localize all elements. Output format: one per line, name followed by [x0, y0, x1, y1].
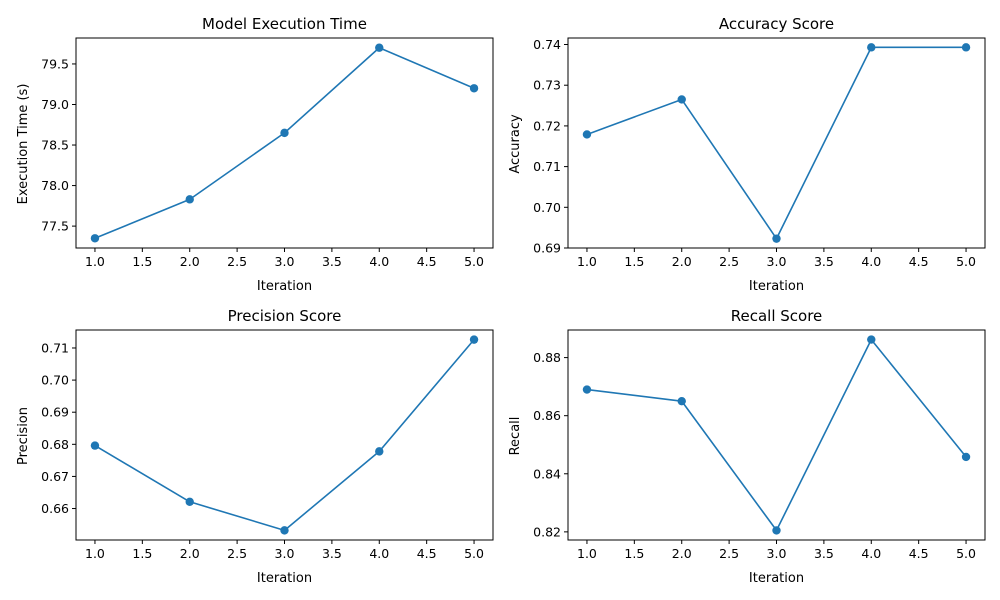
x-tick-label: 2.5: [719, 546, 739, 561]
x-tick-label: 1.5: [132, 254, 152, 269]
x-tick-label: 3.0: [767, 546, 787, 561]
y-tick-label: 0.88: [533, 350, 561, 365]
x-tick-label: 3.5: [322, 546, 342, 561]
x-tick-label: 4.5: [417, 546, 437, 561]
y-tick-label: 0.84: [533, 466, 561, 481]
x-tick-label: 5.0: [956, 254, 976, 269]
y-tick-label: 0.69: [41, 405, 69, 420]
x-tick-label: 4.0: [861, 546, 881, 561]
subplot-accuracy: Accuracy Score Iteration Accuracy 1.0 1.5…: [508, 15, 986, 294]
x-tick-label: 4.5: [909, 254, 929, 269]
data-point: [185, 195, 194, 204]
x-tick-label: 1.0: [577, 546, 597, 561]
data-point: [469, 84, 479, 93]
x-axis-label: Iteration: [257, 279, 312, 294]
x-tick-label: 1.0: [577, 254, 597, 269]
x-tick-label: 3.5: [814, 546, 834, 561]
x-tick-label: 2.5: [719, 254, 739, 269]
subplot-precision: Precision Score Iteration Precision 1.0 1…: [16, 307, 494, 586]
x-tick-label: 2.0: [672, 254, 692, 269]
y-axis-label: Accuracy: [508, 114, 523, 174]
x-tick-label: 2.0: [180, 254, 200, 269]
x-axis-label: Iteration: [749, 279, 804, 294]
data-point: [772, 234, 781, 243]
y-tick-label: 0.82: [533, 524, 561, 539]
y-tick-label: 78.5: [41, 138, 69, 153]
x-tick-label: 5.0: [464, 546, 484, 561]
data-point: [677, 396, 686, 406]
data-point: [961, 43, 971, 52]
data-point: [280, 526, 289, 535]
x-tick-label: 3.5: [814, 254, 834, 269]
chart-title: Recall Score: [731, 307, 823, 325]
subplot-execution-time: Model Execution Time Iteration Execution…: [16, 15, 494, 294]
x-tick-label: 4.0: [861, 254, 881, 269]
chart-title: Accuracy Score: [719, 15, 834, 33]
x-tick-label: 2.0: [672, 546, 692, 561]
y-tick-label: 0.70: [41, 373, 69, 388]
data-point: [582, 385, 592, 394]
x-axis-label: Iteration: [257, 571, 312, 586]
data-point: [375, 43, 384, 52]
y-tick-label: 79.5: [41, 56, 69, 71]
data-point: [90, 234, 100, 243]
y-tick-label: 0.69: [533, 241, 561, 256]
chart-title: Model Execution Time: [202, 15, 367, 33]
x-tick-label: 2.5: [227, 546, 247, 561]
x-tick-label: 4.5: [417, 254, 437, 269]
y-axis-label: Recall: [508, 417, 523, 456]
x-tick-label: 4.0: [369, 254, 389, 269]
chart-title: Precision Score: [228, 307, 342, 325]
data-point: [677, 95, 686, 104]
x-tick-label: 3.0: [275, 254, 295, 269]
data-point: [867, 43, 876, 52]
y-tick-label: 0.72: [533, 118, 561, 133]
y-tick-label: 0.66: [41, 501, 69, 516]
x-axis-label: Iteration: [749, 571, 804, 586]
y-tick-label: 0.86: [533, 408, 561, 423]
x-tick-label: 3.0: [275, 546, 295, 561]
data-point: [772, 526, 781, 535]
y-tick-label: 78.0: [41, 178, 69, 193]
data-point: [961, 452, 971, 462]
data-point: [582, 130, 592, 139]
x-tick-label: 2.0: [180, 546, 200, 561]
y-tick-label: 0.71: [41, 340, 69, 355]
x-tick-label: 1.0: [85, 546, 105, 561]
data-point: [280, 128, 289, 138]
y-tick-label: 0.74: [533, 37, 561, 52]
data-point: [867, 335, 876, 344]
subplot-recall: Recall Score Iteration Recall 1.0 1.5 2.0 2…: [508, 307, 986, 586]
data-point: [469, 335, 479, 344]
y-tick-label: 77.5: [41, 219, 69, 234]
x-tick-label: 1.0: [85, 254, 105, 269]
x-tick-label: 5.0: [464, 254, 484, 269]
y-tick-label: 79.0: [41, 97, 69, 112]
x-tick-label: 2.5: [227, 254, 247, 269]
y-tick-label: 0.73: [533, 78, 561, 93]
x-tick-label: 1.5: [624, 546, 644, 561]
y-tick-label: 0.71: [533, 159, 561, 174]
data-point: [185, 497, 194, 506]
y-tick-label: 0.67: [41, 469, 69, 484]
x-tick-label: 4.5: [909, 546, 929, 561]
x-tick-label: 3.5: [322, 254, 342, 269]
y-axis-label: Execution Time (s): [16, 84, 31, 205]
x-tick-label: 1.5: [624, 254, 644, 269]
data-point: [90, 441, 100, 450]
x-tick-label: 1.5: [132, 546, 152, 561]
x-tick-label: 5.0: [956, 546, 976, 561]
y-tick-label: 0.70: [533, 200, 561, 215]
data-point: [375, 447, 384, 456]
x-tick-label: 3.0: [767, 254, 787, 269]
y-axis-label: Precision: [16, 407, 31, 465]
x-tick-label: 4.0: [369, 546, 389, 561]
y-tick-label: 0.68: [41, 437, 69, 452]
